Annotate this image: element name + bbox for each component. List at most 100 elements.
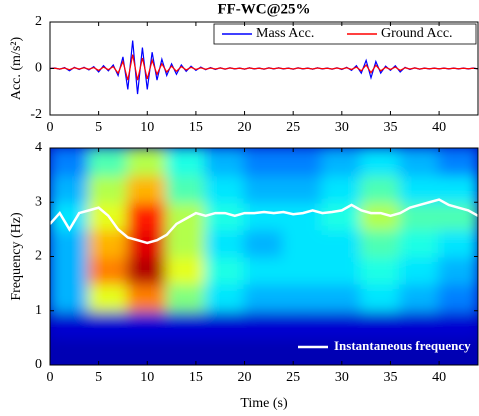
heat-cell [399, 255, 441, 285]
x-axis-label: Time (s) [240, 396, 288, 411]
x-tick-label: 25 [286, 120, 300, 135]
x-tick-label: 5 [95, 120, 102, 135]
heat-cell [50, 282, 90, 312]
legend-label: Instantaneous frequency [334, 338, 471, 353]
y-axis-label: Acc. (m/s²) [9, 37, 24, 101]
y-tick-label: 0 [35, 61, 42, 76]
heat-cell [204, 228, 246, 258]
heat-cell [243, 174, 285, 204]
heat-cell [321, 174, 363, 204]
heat-cell [165, 336, 207, 365]
legend-label: Mass Acc. [256, 26, 314, 41]
heat-cell [321, 282, 363, 312]
acc-line [49, 54, 479, 81]
x-tick-label: 40 [432, 120, 446, 135]
x-tick-label: 40 [432, 370, 446, 385]
heat-cell [165, 282, 207, 312]
heat-cell [126, 309, 168, 339]
heat-cell [243, 309, 285, 339]
x-tick-label: 20 [238, 120, 252, 135]
heat-cell [50, 201, 90, 231]
heat-cell [438, 201, 478, 231]
x-tick-label: 0 [47, 120, 54, 135]
heat-cell [126, 336, 168, 365]
heat-cell [399, 282, 441, 312]
heat-cell [282, 336, 324, 365]
heat-cell [438, 228, 478, 258]
heat-cell [50, 309, 90, 339]
heat-cell [87, 255, 129, 285]
heat-cell [243, 148, 285, 177]
heat-cell [438, 336, 478, 365]
heat-cell [399, 174, 441, 204]
heat-cell [243, 255, 285, 285]
heat-cell [282, 309, 324, 339]
x-tick-label: 10 [140, 120, 154, 135]
heat-cell [321, 336, 363, 365]
y-tick-label: 4 [35, 140, 42, 155]
heat-cell [165, 228, 207, 258]
heat-cell [87, 309, 129, 339]
x-tick-label: 15 [189, 120, 203, 135]
heat-cell [321, 228, 363, 258]
heat-cell [165, 309, 207, 339]
x-tick-label: 30 [335, 120, 349, 135]
heat-cell [438, 309, 478, 339]
heat-cell [204, 255, 246, 285]
heat-cell [50, 255, 90, 285]
heat-cell [360, 336, 402, 365]
chart-title: FF-WC@25% [217, 1, 310, 17]
heat-cell [360, 255, 402, 285]
heat-cell [126, 255, 168, 285]
heat-cell [438, 282, 478, 312]
heat-cell [282, 148, 324, 177]
heat-cell [438, 255, 478, 285]
x-tick-label: 35 [383, 370, 397, 385]
heat-cell [204, 309, 246, 339]
heat-cell [243, 228, 285, 258]
heat-cell [126, 201, 168, 231]
legend: Mass Acc. Ground Acc. [213, 23, 477, 45]
heat-cell [282, 282, 324, 312]
x-tick-label: 35 [383, 120, 397, 135]
heat-cell [243, 336, 285, 365]
heat-cell [204, 282, 246, 312]
heat-cell [282, 201, 324, 231]
y-tick-label: -2 [30, 107, 42, 122]
heat-cell [87, 148, 129, 177]
heat-cell [399, 148, 441, 177]
heat-cell [282, 228, 324, 258]
heat-cell [438, 174, 478, 204]
heat-cell [165, 201, 207, 231]
y-tick-label: 2 [35, 14, 42, 29]
heat-cell [204, 336, 246, 365]
x-tick-label: 5 [95, 370, 102, 385]
x-tick-label: 15 [189, 370, 203, 385]
heat-cell [399, 336, 441, 365]
heat-cell [360, 309, 402, 339]
heat-cell [360, 174, 402, 204]
y-tick-label: 2 [35, 249, 42, 264]
x-tick-label: 25 [286, 370, 300, 385]
heat-cell [50, 148, 90, 177]
y-tick-label: 3 [35, 194, 42, 209]
x-tick-label: 0 [47, 370, 54, 385]
heat-cell [321, 148, 363, 177]
heat-cell [126, 148, 168, 177]
x-tick-label: 20 [238, 370, 252, 385]
heat-cell [243, 201, 285, 231]
heat-cell [204, 174, 246, 204]
heat-cell [165, 148, 207, 177]
x-tick-label: 30 [335, 370, 349, 385]
heat-cell [87, 174, 129, 204]
heat-cell [165, 174, 207, 204]
heat-cell [321, 201, 363, 231]
heat-cell [126, 174, 168, 204]
heat-cell [282, 174, 324, 204]
heat-cell [282, 255, 324, 285]
heat-cell [126, 282, 168, 312]
heat-cell [438, 148, 478, 177]
heat-cell [204, 148, 246, 177]
heat-cell [399, 228, 441, 258]
y-tick-label: 0 [35, 357, 42, 372]
